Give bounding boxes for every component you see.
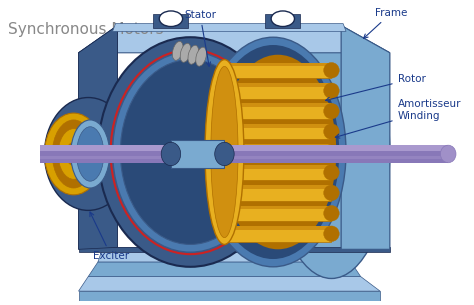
Polygon shape bbox=[225, 185, 331, 189]
Ellipse shape bbox=[217, 226, 232, 242]
Bar bbox=[40, 156, 448, 159]
Ellipse shape bbox=[120, 59, 260, 244]
Ellipse shape bbox=[159, 11, 182, 27]
Ellipse shape bbox=[207, 45, 339, 259]
Bar bbox=[171, 140, 225, 167]
Polygon shape bbox=[79, 247, 390, 252]
Ellipse shape bbox=[217, 124, 232, 139]
Polygon shape bbox=[79, 26, 390, 53]
Polygon shape bbox=[225, 63, 331, 78]
Ellipse shape bbox=[161, 142, 181, 166]
Polygon shape bbox=[341, 26, 390, 249]
Text: Stator: Stator bbox=[184, 10, 216, 66]
Polygon shape bbox=[225, 185, 331, 201]
Ellipse shape bbox=[324, 144, 339, 160]
Ellipse shape bbox=[324, 124, 339, 139]
Polygon shape bbox=[112, 23, 346, 31]
Ellipse shape bbox=[324, 165, 339, 180]
Ellipse shape bbox=[52, 120, 95, 188]
Ellipse shape bbox=[71, 120, 109, 188]
Bar bbox=[40, 145, 448, 151]
Text: Rotor: Rotor bbox=[326, 74, 426, 102]
Ellipse shape bbox=[217, 206, 232, 221]
Ellipse shape bbox=[217, 83, 232, 99]
Polygon shape bbox=[225, 165, 331, 169]
Ellipse shape bbox=[211, 66, 238, 238]
Ellipse shape bbox=[180, 43, 191, 62]
Ellipse shape bbox=[217, 165, 232, 180]
Polygon shape bbox=[225, 103, 331, 119]
Polygon shape bbox=[225, 124, 331, 139]
Ellipse shape bbox=[440, 145, 456, 163]
Text: Synchronous Motors: Synchronous Motors bbox=[9, 22, 164, 37]
Text: Exciter: Exciter bbox=[90, 212, 129, 261]
Ellipse shape bbox=[217, 185, 232, 201]
Ellipse shape bbox=[217, 63, 232, 78]
Ellipse shape bbox=[215, 142, 234, 166]
Text: Amortisseur
Winding: Amortisseur Winding bbox=[335, 99, 461, 138]
Ellipse shape bbox=[77, 127, 104, 181]
Ellipse shape bbox=[273, 26, 390, 278]
Polygon shape bbox=[225, 103, 331, 107]
Ellipse shape bbox=[58, 129, 89, 179]
Ellipse shape bbox=[217, 144, 232, 160]
Ellipse shape bbox=[66, 142, 82, 166]
Polygon shape bbox=[79, 26, 118, 249]
Ellipse shape bbox=[219, 55, 337, 249]
Ellipse shape bbox=[205, 59, 244, 244]
Polygon shape bbox=[225, 144, 331, 160]
Ellipse shape bbox=[45, 113, 103, 195]
Polygon shape bbox=[79, 291, 380, 301]
Polygon shape bbox=[79, 277, 380, 291]
Polygon shape bbox=[225, 165, 331, 180]
Ellipse shape bbox=[98, 37, 283, 267]
Polygon shape bbox=[225, 83, 331, 99]
Polygon shape bbox=[225, 206, 331, 210]
Ellipse shape bbox=[112, 52, 268, 252]
Bar bbox=[40, 145, 448, 163]
Polygon shape bbox=[225, 226, 331, 230]
Polygon shape bbox=[225, 83, 331, 87]
Polygon shape bbox=[341, 26, 390, 249]
Polygon shape bbox=[98, 247, 351, 262]
Polygon shape bbox=[225, 63, 331, 66]
Ellipse shape bbox=[173, 41, 183, 60]
Ellipse shape bbox=[324, 206, 339, 221]
Ellipse shape bbox=[217, 103, 232, 119]
Ellipse shape bbox=[188, 45, 199, 64]
Polygon shape bbox=[225, 206, 331, 221]
Ellipse shape bbox=[324, 63, 339, 78]
Polygon shape bbox=[88, 262, 361, 277]
Polygon shape bbox=[79, 26, 118, 249]
Text: Frame: Frame bbox=[364, 8, 408, 38]
Polygon shape bbox=[225, 144, 331, 148]
Polygon shape bbox=[225, 124, 331, 128]
Ellipse shape bbox=[200, 37, 346, 267]
Ellipse shape bbox=[324, 83, 339, 99]
Polygon shape bbox=[225, 226, 331, 242]
Polygon shape bbox=[265, 14, 301, 28]
Ellipse shape bbox=[271, 11, 294, 27]
Ellipse shape bbox=[45, 98, 132, 210]
Ellipse shape bbox=[324, 103, 339, 119]
Polygon shape bbox=[154, 14, 189, 28]
Ellipse shape bbox=[324, 226, 339, 242]
Ellipse shape bbox=[196, 47, 206, 66]
Ellipse shape bbox=[324, 185, 339, 201]
